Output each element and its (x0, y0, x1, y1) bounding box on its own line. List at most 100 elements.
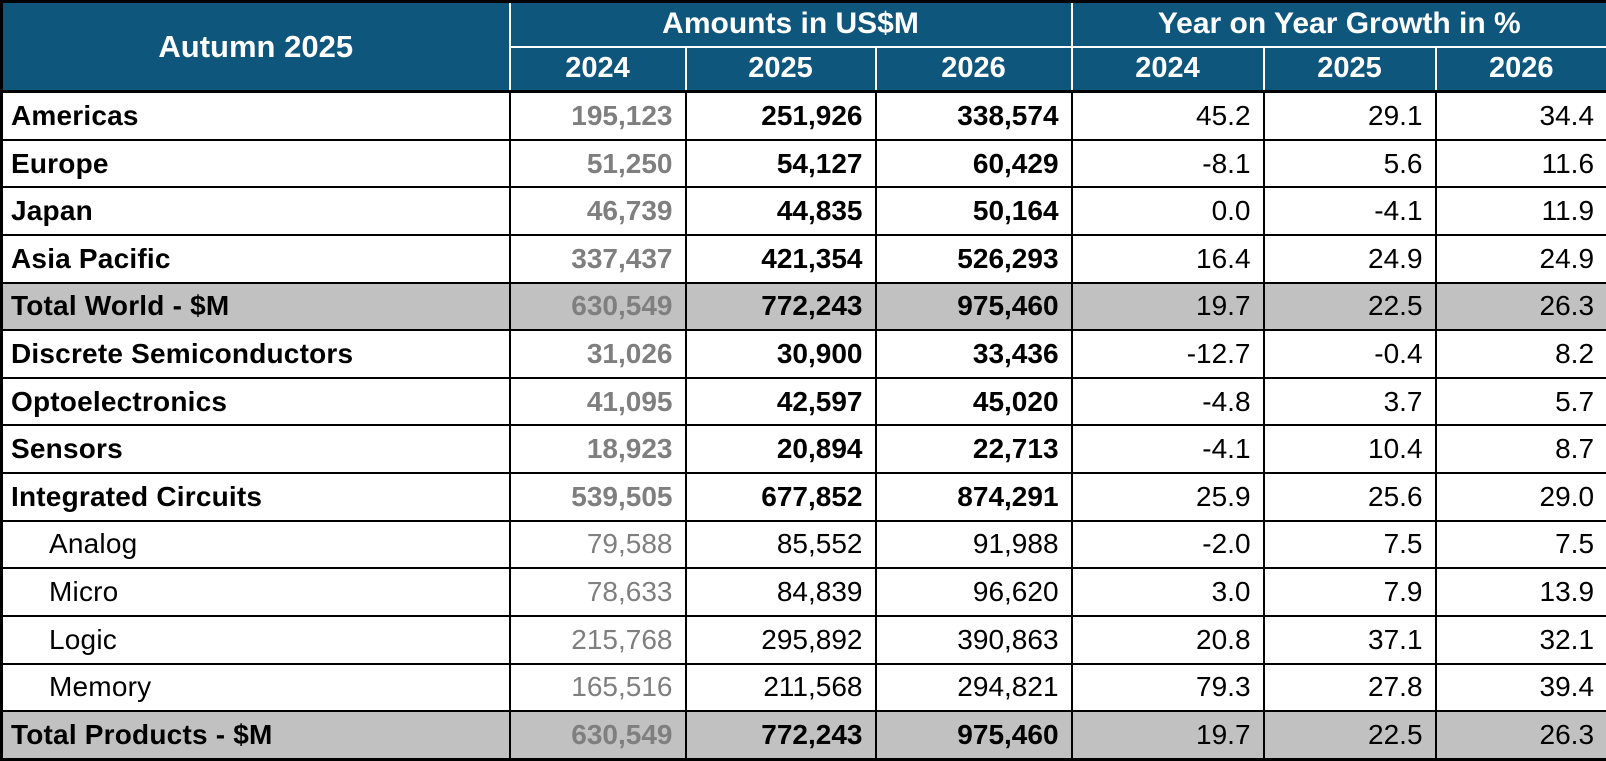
growth-cell-2024: 20.8 (1070, 614, 1265, 665)
amount-cell-2026: 338,574 (874, 90, 1073, 141)
growth-cell-2024: 25.9 (1070, 472, 1265, 522)
growth-cell-2025: 27.8 (1262, 662, 1437, 713)
amount-cell-2024: 539,505 (508, 472, 687, 522)
amount-cell-2026: 91,988 (874, 519, 1073, 570)
row-label: Europe (0, 138, 511, 189)
growth-cell-2025: 3.7 (1262, 376, 1437, 427)
growth-cell-2026: 26.3 (1434, 281, 1606, 332)
row-label: Optoelectronics (0, 376, 511, 427)
growth-cell-2026: 7.5 (1434, 519, 1606, 570)
amount-cell-2024: 630,549 (508, 281, 687, 332)
amount-cell-2024: 51,250 (508, 138, 687, 189)
amount-cell-2025: 772,243 (684, 281, 877, 332)
row-label: Logic (0, 614, 511, 665)
amount-cell-2025: 677,852 (684, 472, 877, 522)
amount-cell-2026: 390,863 (874, 614, 1073, 665)
amount-cell-2026: 45,020 (874, 376, 1073, 427)
amount-cell-2026: 294,821 (874, 662, 1073, 713)
growth-cell-2026: 11.6 (1434, 138, 1606, 189)
amount-cell-2024: 337,437 (508, 234, 687, 284)
table-row: Japan 46,739 44,835 50,164 0.0 -4.1 11.9 (0, 186, 1606, 237)
amounts-year-2026-header: 2026 (874, 45, 1073, 93)
growth-cell-2024: 16.4 (1070, 234, 1265, 284)
amount-cell-2024: 165,516 (508, 662, 687, 713)
growth-cell-2025: 7.5 (1262, 519, 1437, 570)
amount-cell-2026: 33,436 (874, 329, 1073, 379)
growth-cell-2026: 32.1 (1434, 614, 1606, 665)
table-row: Discrete Semiconductors 31,026 30,900 33,43… (0, 329, 1606, 379)
growth-cell-2025: 37.1 (1262, 614, 1437, 665)
amounts-year-2024-header: 2024 (508, 45, 687, 93)
growth-cell-2026: 8.7 (1434, 424, 1606, 475)
amount-cell-2026: 22,713 (874, 424, 1073, 475)
amount-cell-2026: 96,620 (874, 567, 1073, 617)
amounts-group-header: Amounts in US$M (508, 0, 1073, 48)
growth-cell-2025: -4.1 (1262, 186, 1437, 237)
row-label: Discrete Semiconductors (0, 329, 511, 379)
table-row: Micro 78,633 84,839 96,620 3.0 7.9 13.9 (0, 567, 1606, 617)
group-header-row: Autumn 2025 Amounts in US$M Year on Year… (0, 0, 1606, 93)
growth-cell-2025: 10.4 (1262, 424, 1437, 475)
growth-cell-2025: 25.6 (1262, 472, 1437, 522)
growth-cell-2024: 19.7 (1070, 710, 1265, 761)
table-row: Logic 215,768 295,892 390,863 20.8 37.1 32.1 (0, 614, 1606, 665)
row-label: Americas (0, 90, 511, 141)
amount-cell-2025: 211,568 (684, 662, 877, 713)
growth-cell-2026: 11.9 (1434, 186, 1606, 237)
growth-cell-2025: 29.1 (1262, 90, 1437, 141)
table-row: Analog 79,588 85,552 91,988 -2.0 7.5 7.5 (0, 519, 1606, 570)
amount-cell-2025: 295,892 (684, 614, 877, 665)
growth-cell-2026: 34.4 (1434, 90, 1606, 141)
amount-cell-2024: 215,768 (508, 614, 687, 665)
row-label: Memory (0, 662, 511, 713)
amounts-year-2025-header: 2025 (684, 45, 877, 93)
row-label: Asia Pacific (0, 234, 511, 284)
amount-cell-2025: 44,835 (684, 186, 877, 237)
growth-cell-2026: 13.9 (1434, 567, 1606, 617)
table-body: Americas 195,123 251,926 338,574 45.2 29.1 34.… (0, 90, 1606, 761)
growth-cell-2024: -4.8 (1070, 376, 1265, 427)
total-row: Total Products - $M 630,549 772,243 975,460… (0, 710, 1606, 761)
amount-cell-2025: 84,839 (684, 567, 877, 617)
growth-cell-2026: 26.3 (1434, 710, 1606, 761)
growth-cell-2024: -12.7 (1070, 329, 1265, 379)
growth-cell-2026: 24.9 (1434, 234, 1606, 284)
growth-cell-2025: 7.9 (1262, 567, 1437, 617)
amount-cell-2025: 772,243 (684, 710, 877, 761)
growth-cell-2025: 24.9 (1262, 234, 1437, 284)
row-label: Integrated Circuits (0, 472, 511, 522)
table-title: Autumn 2025 (0, 0, 511, 93)
amount-cell-2025: 42,597 (684, 376, 877, 427)
amount-cell-2025: 20,894 (684, 424, 877, 475)
table-row: Memory 165,516 211,568 294,821 79.3 27.8 39.4 (0, 662, 1606, 713)
growth-cell-2024: 19.7 (1070, 281, 1265, 332)
amount-cell-2026: 60,429 (874, 138, 1073, 189)
row-label: Micro (0, 567, 511, 617)
row-label: Total World - $M (0, 281, 511, 332)
amount-cell-2024: 195,123 (508, 90, 687, 141)
growth-year-2025-header: 2025 (1262, 45, 1437, 93)
growth-year-2026-header: 2026 (1434, 45, 1606, 93)
growth-cell-2025: 22.5 (1262, 281, 1437, 332)
amount-cell-2026: 874,291 (874, 472, 1073, 522)
amount-cell-2024: 31,026 (508, 329, 687, 379)
total-row: Total World - $M 630,549 772,243 975,460 19.… (0, 281, 1606, 332)
amount-cell-2026: 526,293 (874, 234, 1073, 284)
growth-cell-2024: 45.2 (1070, 90, 1265, 141)
amount-cell-2026: 50,164 (874, 186, 1073, 237)
growth-cell-2025: 22.5 (1262, 710, 1437, 761)
growth-cell-2026: 5.7 (1434, 376, 1606, 427)
table-header: Autumn 2025 Amounts in US$M Year on Year… (0, 0, 1606, 93)
table-row: Sensors 18,923 20,894 22,713 -4.1 10.4 8.7 (0, 424, 1606, 475)
amount-cell-2024: 41,095 (508, 376, 687, 427)
amount-cell-2026: 975,460 (874, 281, 1073, 332)
amount-cell-2024: 630,549 (508, 710, 687, 761)
amount-cell-2025: 54,127 (684, 138, 877, 189)
amount-cell-2025: 251,926 (684, 90, 877, 141)
growth-cell-2024: 79.3 (1070, 662, 1265, 713)
amount-cell-2025: 30,900 (684, 329, 877, 379)
growth-group-header: Year on Year Growth in % (1070, 0, 1606, 48)
growth-cell-2025: -0.4 (1262, 329, 1437, 379)
growth-cell-2024: -2.0 (1070, 519, 1265, 570)
